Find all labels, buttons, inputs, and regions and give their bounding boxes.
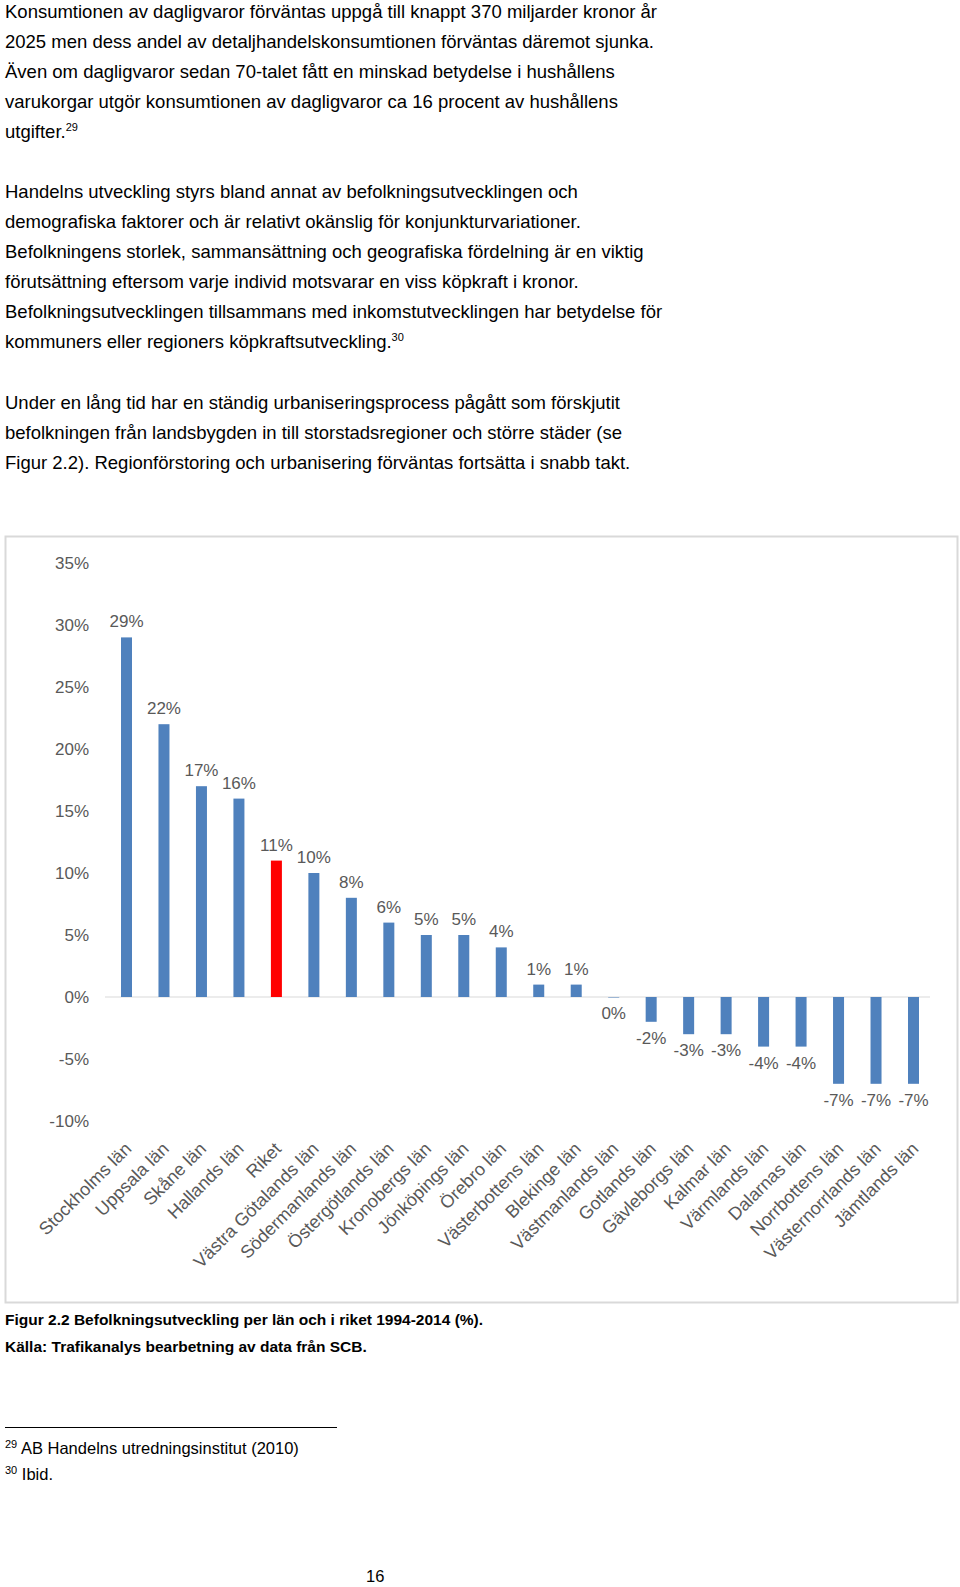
footnote: 29 AB Handelns utredningsinstitut (2010)	[5, 1438, 299, 1458]
bar	[608, 997, 619, 999]
footnote: 30 Ibid.	[5, 1464, 53, 1484]
footnote-number: 29	[5, 1438, 17, 1450]
bar	[683, 997, 694, 1034]
paragraph-line: Även om dagligvaror sedan 70-talet fått …	[5, 57, 615, 87]
data-label: 6%	[377, 898, 402, 917]
bar	[871, 997, 882, 1084]
data-label: -7%	[823, 1091, 853, 1110]
x-tick-label: Jämtlands län	[830, 1139, 923, 1232]
line-text: Befolkningsutvecklingen tillsammans med …	[5, 301, 662, 322]
data-label: -3%	[674, 1041, 704, 1060]
data-label: 29%	[109, 612, 143, 631]
data-label: 0%	[601, 1004, 626, 1023]
chart-frame	[6, 537, 958, 1303]
bar	[646, 997, 657, 1022]
page-number: 16	[366, 1566, 384, 1586]
line-text: varukorgar utgör konsumtionen av dagligv…	[5, 91, 618, 112]
paragraph-line: Figur 2.2). Regionförstoring och urbanis…	[5, 448, 630, 478]
data-label: 1%	[564, 960, 589, 979]
bar	[796, 997, 807, 1047]
bar	[421, 935, 432, 997]
data-label: 10%	[297, 848, 331, 867]
footnote-number: 30	[5, 1464, 17, 1476]
footnote-text: Ibid.	[17, 1465, 53, 1483]
bar	[533, 985, 544, 997]
paragraph-line: Konsumtionen av dagligvaror förväntas up…	[5, 0, 657, 27]
line-text: förutsättning eftersom varje individ mot…	[5, 271, 579, 292]
y-tick-label: 10%	[55, 864, 89, 883]
data-label: -4%	[748, 1054, 778, 1073]
footnote-ref: 29	[66, 121, 78, 133]
bar	[308, 873, 319, 997]
bar	[758, 997, 769, 1047]
line-text: 2025 men dess andel av detaljhandelskons…	[5, 31, 654, 52]
y-tick-label: 5%	[64, 926, 89, 945]
line-text: befolkningen från landsbygden in till st…	[5, 422, 622, 443]
bar	[196, 786, 207, 997]
paragraph-line: Befolkningens storlek, sammansättning oc…	[5, 237, 644, 267]
data-label: 11%	[260, 836, 293, 855]
bar	[833, 997, 844, 1084]
paragraph-line: kommuners eller regioners köpkraftsutvec…	[5, 327, 404, 357]
line-text: Befolkningens storlek, sammansättning oc…	[5, 241, 644, 262]
data-label: 1%	[526, 960, 551, 979]
data-label: -2%	[636, 1029, 666, 1048]
bar	[458, 935, 469, 997]
paragraph-line: 2025 men dess andel av detaljhandelskons…	[5, 27, 654, 57]
bar	[233, 799, 244, 997]
data-label: -3%	[711, 1041, 741, 1060]
bars	[121, 637, 919, 1083]
footnote-ref: 30	[392, 331, 404, 343]
bar	[346, 898, 357, 997]
bar	[121, 637, 132, 997]
paragraph-line: Befolkningsutvecklingen tillsammans med …	[5, 297, 662, 327]
data-label: 8%	[339, 873, 364, 892]
bar	[496, 947, 507, 997]
data-label: -4%	[786, 1054, 816, 1073]
bar	[721, 997, 732, 1034]
data-label: 17%	[184, 761, 218, 780]
y-tick-label: -10%	[49, 1112, 89, 1131]
line-text: Under en lång tid har en ständig urbanis…	[5, 392, 620, 413]
paragraph-line: förutsättning eftersom varje individ mot…	[5, 267, 579, 297]
data-label: -7%	[861, 1091, 891, 1110]
caption: Källa: Trafikanalys bearbetning av data …	[5, 1337, 367, 1357]
bar	[571, 985, 582, 997]
footnote-text: AB Handelns utredningsinstitut (2010)	[17, 1439, 299, 1457]
y-tick-label: 30%	[55, 616, 89, 635]
y-tick-label: 25%	[55, 678, 89, 697]
data-label: 5%	[414, 910, 439, 929]
y-tick-label: 15%	[55, 802, 89, 821]
paragraph-line: Under en lång tid har en ständig urbanis…	[5, 388, 620, 418]
y-tick-label: 20%	[55, 740, 89, 759]
bar	[383, 923, 394, 997]
paragraph-line: demografiska faktorer och är relativt ok…	[5, 207, 581, 237]
paragraph-line: Handelns utveckling styrs bland annat av…	[5, 177, 578, 207]
paragraph-line: utgifter.29	[5, 117, 78, 147]
data-label: 4%	[489, 922, 514, 941]
y-tick-label: 0%	[64, 988, 89, 1007]
paragraph-line: befolkningen från landsbygden in till st…	[5, 418, 622, 448]
data-label: 16%	[222, 774, 256, 793]
line-text: Konsumtionen av dagligvaror förväntas up…	[5, 1, 657, 22]
line-text: demografiska faktorer och är relativt ok…	[5, 211, 581, 232]
x-tick-label: Hallands län	[164, 1139, 248, 1223]
bar	[158, 724, 169, 997]
caption: Figur 2.2 Befolkningsutveckling per län …	[5, 1310, 483, 1330]
data-label: -7%	[898, 1091, 928, 1110]
line-text: Figur 2.2). Regionförstoring och urbanis…	[5, 452, 630, 473]
line-text: Även om dagligvaror sedan 70-talet fått …	[5, 61, 615, 82]
data-label: 22%	[147, 699, 181, 718]
paragraph-line: varukorgar utgör konsumtionen av dagligv…	[5, 87, 618, 117]
line-text: kommuners eller regioners köpkraftsutvec…	[5, 331, 392, 352]
footnote-rule	[5, 1427, 337, 1428]
line-text: utgifter.	[5, 121, 66, 142]
bar	[271, 861, 282, 997]
data-label: 5%	[451, 910, 476, 929]
line-text: Handelns utveckling styrs bland annat av…	[5, 181, 578, 202]
y-tick-label: 35%	[55, 554, 89, 573]
bar	[908, 997, 919, 1084]
y-tick-label: -5%	[59, 1050, 89, 1069]
